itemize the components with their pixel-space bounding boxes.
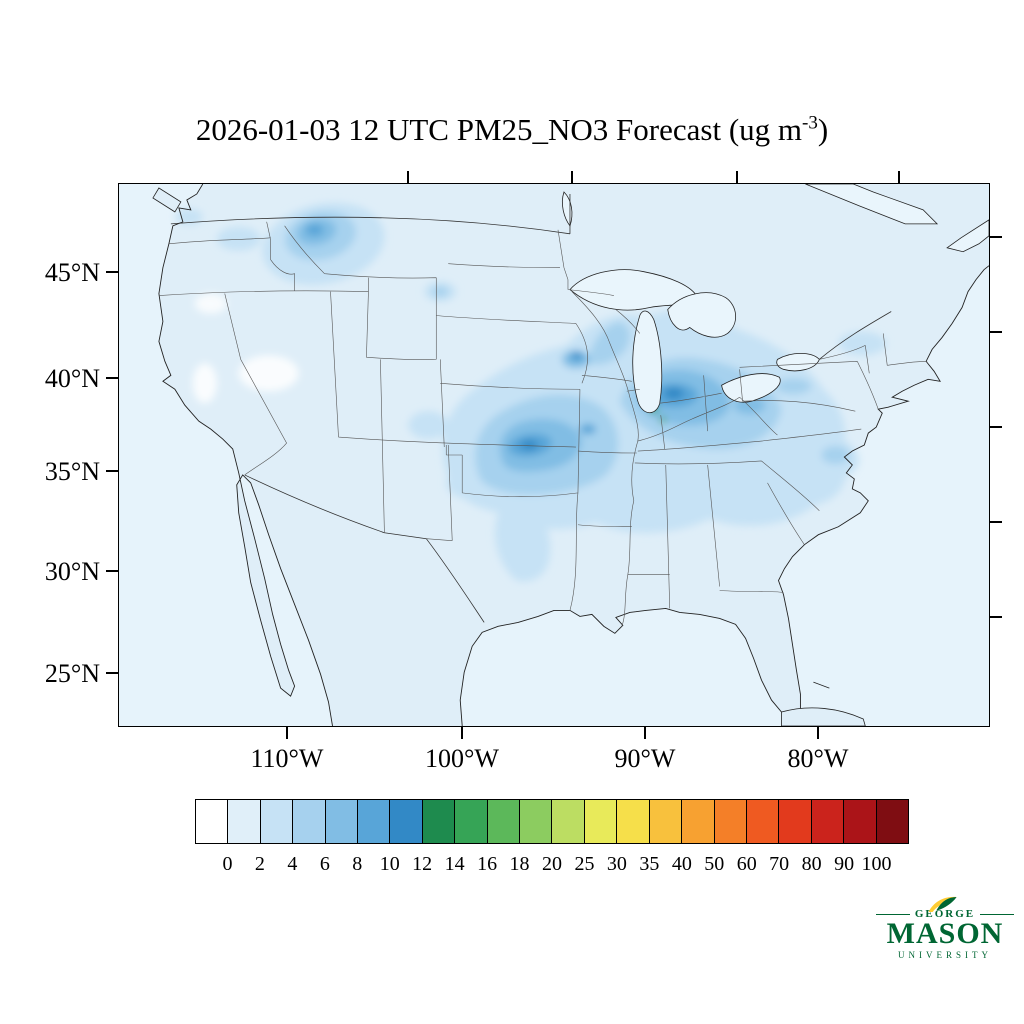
axis-tick xyxy=(106,470,118,472)
page-title: 2026-01-03 12 UTC PM25_NO3 Forecast (ug … xyxy=(0,112,1024,148)
colorbar-tick-label: 12 xyxy=(412,853,433,875)
state-borders xyxy=(158,221,928,627)
bahamas xyxy=(813,681,830,689)
axis-tick xyxy=(106,570,118,572)
colorbar-cell xyxy=(649,800,683,843)
colorbar-cell xyxy=(228,800,261,843)
gmu-rule-left xyxy=(876,913,910,915)
coastline xyxy=(158,184,989,726)
colorbar-cell xyxy=(422,800,456,843)
colorbar-tick-label: 35 xyxy=(639,853,660,875)
y-axis-label: 25°N xyxy=(44,659,100,688)
vancouver-island xyxy=(152,187,182,213)
lake-huron xyxy=(667,292,736,338)
colorbar-cell xyxy=(196,800,229,843)
y-axis-label: 45°N xyxy=(44,258,100,287)
colorbar-cell xyxy=(876,800,908,843)
x-axis-label: 110°W xyxy=(250,744,324,773)
colorbar-tick-label: 16 xyxy=(477,853,498,875)
axis-tick xyxy=(461,727,463,739)
colorbar-tick-label: 10 xyxy=(379,853,400,875)
colorbar-tick-label: 100 xyxy=(861,853,892,875)
international-borders xyxy=(170,193,892,623)
axis-tick xyxy=(644,727,646,739)
lake-erie xyxy=(721,373,781,403)
colorbar xyxy=(195,799,909,844)
colorbar-cell xyxy=(487,800,521,843)
axis-tick xyxy=(990,331,1002,333)
colorbar-cell xyxy=(682,800,715,843)
colorbar-tick-label: 2 xyxy=(254,853,265,875)
colorbar-labels: 0 2 4 6 8 10 12 14 16 18 20 25 30 35 40 50 60 70 80 90 100 xyxy=(195,853,909,879)
colorbar-tick-label: 14 xyxy=(444,853,465,875)
colorbar-tick-label: 70 xyxy=(769,853,790,875)
gmu-rule-right xyxy=(980,913,1015,915)
x-axis-label: 100°W xyxy=(425,744,499,773)
axis-tick xyxy=(106,377,118,379)
bay-of-fundy xyxy=(946,219,989,253)
gmu-university-text: UNIVERSITY xyxy=(898,950,992,960)
colorbar-cell xyxy=(358,800,391,843)
colorbar-cell xyxy=(584,800,618,843)
colorbar-cell xyxy=(390,800,423,843)
axis-tick xyxy=(286,727,288,739)
axis-tick xyxy=(990,521,1002,523)
colorbar-cell xyxy=(779,800,812,843)
title-text: 2026-01-03 12 UTC PM25_NO3 Forecast (ug … xyxy=(195,112,803,147)
title-exponent: -3 xyxy=(802,112,818,134)
colorbar-cell xyxy=(552,800,585,843)
axis-tick xyxy=(407,171,409,183)
colorbar-tick-label: 6 xyxy=(319,853,330,875)
colorbar-tick-label: 90 xyxy=(834,853,855,875)
axis-tick xyxy=(571,171,573,183)
y-axis-label: 30°N xyxy=(44,557,100,586)
colorbar-cell xyxy=(617,800,650,843)
gmu-mason-text: MASON xyxy=(886,917,1004,950)
cuba xyxy=(781,707,866,726)
x-axis-label: 90°W xyxy=(614,744,676,773)
pm25-no3-contour-fills xyxy=(174,202,887,582)
colorbar-cell xyxy=(811,800,845,843)
colorbar-tick-label: 50 xyxy=(704,853,725,875)
lakes xyxy=(561,184,989,414)
gmu-leaf-icon xyxy=(928,896,957,912)
colorbar-tick-label: 0 xyxy=(222,853,233,875)
colorbar-cell xyxy=(293,800,326,843)
axis-tick xyxy=(817,727,819,739)
colorbar-tick-label: 25 xyxy=(574,853,595,875)
lake-ontario xyxy=(776,352,820,372)
y-axis-label: 40°N xyxy=(44,364,100,393)
colorbar-tick-label: 40 xyxy=(671,853,692,875)
colorbar-cell xyxy=(260,800,294,843)
axis-tick xyxy=(990,236,1002,238)
axis-tick xyxy=(898,171,900,183)
st-lawrence-estuary xyxy=(805,184,939,225)
colorbar-tick-label: 8 xyxy=(352,853,363,875)
axis-tick xyxy=(990,616,1002,618)
map-frame xyxy=(118,183,990,727)
axis-tick xyxy=(106,271,118,273)
colorbar-tick-label: 20 xyxy=(542,853,562,875)
colorbar-cell xyxy=(844,800,877,843)
colorbar-cell xyxy=(455,800,488,843)
axis-tick xyxy=(990,426,1002,428)
colorbar-tick-label: 30 xyxy=(606,853,627,875)
gmu-logo: GEORGE MASON UNIVERSITY xyxy=(876,896,1015,960)
colorbar-cell xyxy=(746,800,780,843)
colorbar-tick-label: 4 xyxy=(287,853,298,875)
x-axis-label: 80°W xyxy=(787,744,849,773)
colorbar-cell xyxy=(714,800,747,843)
axis-tick xyxy=(736,171,738,183)
y-axis-label: 35°N xyxy=(44,457,100,486)
colorbar-tick-label: 80 xyxy=(801,853,822,875)
colorbar-cell xyxy=(520,800,553,843)
forecast-map-svg xyxy=(119,184,989,726)
colorbar-tick-label: 18 xyxy=(509,853,530,875)
colorbar-cell xyxy=(325,800,359,843)
axis-tick xyxy=(106,672,118,674)
colorbar-tick-label: 60 xyxy=(736,853,757,875)
title-close: ) xyxy=(817,112,829,147)
islands xyxy=(152,187,866,726)
